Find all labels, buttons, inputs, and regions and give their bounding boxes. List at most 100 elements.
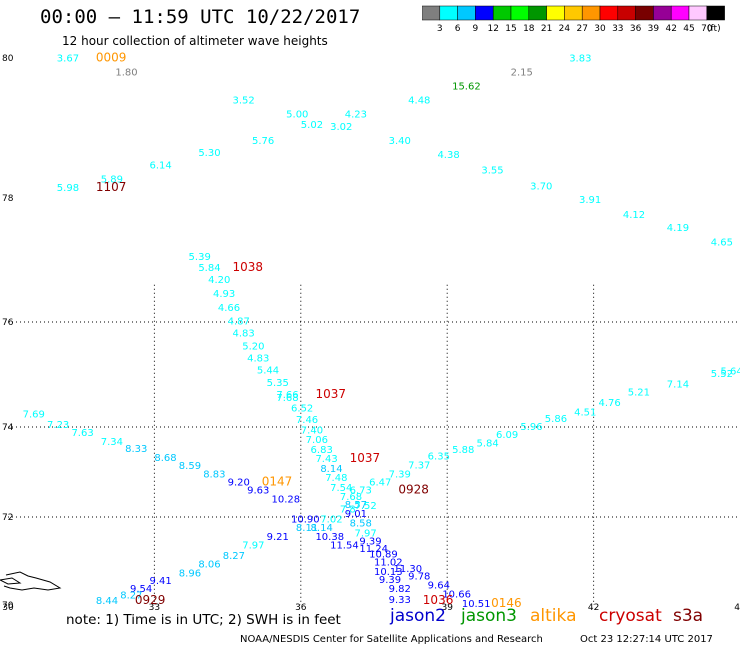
lat-tick-label: 80: [2, 54, 14, 64]
legend-swatch: [670, 5, 690, 21]
wave-height-label: 5.89: [101, 175, 123, 186]
legend-label: 9: [473, 24, 479, 34]
pass-time-label: 1036: [423, 593, 454, 607]
wave-height-label: 4.66: [218, 303, 240, 314]
wave-height-label: 6.09: [496, 430, 518, 441]
pass-time-label: 0147: [262, 475, 293, 489]
wave-height-label: 10.51: [462, 599, 491, 610]
wave-height-label: 7.8: [340, 505, 356, 516]
wave-height-label: 8.14: [320, 464, 342, 475]
legend-label: 70: [701, 24, 713, 34]
wave-height-label: 10.66: [442, 590, 471, 601]
page-subtitle: 12 hour collection of altimeter wave hei…: [62, 34, 328, 48]
wave-height-label: 4.23: [345, 110, 367, 121]
legend-swatch: [635, 5, 654, 21]
wave-height-label: 6.35: [428, 451, 450, 462]
wave-height-label: 8.06: [198, 560, 220, 571]
satellite-label-jason3: jason3: [461, 606, 517, 626]
wave-height-label: 5.98: [57, 183, 79, 194]
wave-height-label: 7.46: [296, 415, 318, 426]
wave-height-label: 4.51: [574, 407, 596, 418]
satellite-label-cryosat: cryosat: [599, 606, 662, 626]
lon-tick-label: 30: [2, 603, 14, 613]
wave-height-label: 6.83: [311, 445, 333, 456]
wave-height-label: 7.14: [667, 380, 689, 391]
wave-height-label: 7.48: [325, 473, 347, 484]
credit-text: NOAA/NESDIS Center for Satellite Applica…: [240, 634, 543, 645]
wave-height-label: 4.20: [208, 275, 230, 286]
lat-tick-label: 70: [2, 601, 14, 611]
wave-height-labels: 3.67 0009 1.80 15.62 2.15 3.83 3.52 4.48 5.00 4.2…: [23, 51, 740, 611]
wave-height-label: 4.93: [213, 289, 235, 300]
wave-height-label: 7.54: [330, 483, 352, 494]
wave-height-label: 10.13: [374, 567, 403, 578]
legend-label: 21: [541, 24, 552, 34]
wave-height-label: 10.89: [369, 549, 398, 560]
coastline-shape: [3, 571, 62, 591]
pass-time-label: 0146: [491, 596, 522, 610]
wave-height-label: 4.83: [247, 353, 269, 364]
wave-height-label: 7.06: [306, 435, 328, 446]
wave-height-label: 7.23: [47, 420, 69, 431]
wave-height-label: 4.19: [667, 223, 689, 234]
wave-height-label: 7.40: [301, 425, 323, 436]
page-title: 00:00 – 11:59 UTC 10/22/2017: [40, 6, 361, 28]
wave-height-label: 9.41: [150, 576, 172, 587]
wave-height-label: 4.12: [623, 210, 645, 221]
coastline: [0, 571, 62, 591]
legend-swatch: [492, 5, 512, 21]
legend-swatch: [599, 5, 619, 21]
legend-label: 30: [594, 24, 606, 34]
pass-time-label: 1038: [232, 260, 263, 274]
legend-unit: (ft): [707, 24, 721, 34]
legend-swatch: [528, 5, 547, 21]
wave-height-label: 8.96: [179, 568, 201, 579]
legend-swatch: [475, 5, 494, 21]
wave-height-label: 11.30: [394, 564, 423, 575]
wave-height-label: 5.52: [711, 369, 733, 380]
wave-height-label: 1.80: [115, 68, 137, 79]
wave-height-label: 8.44: [96, 596, 118, 607]
legend-label: 27: [576, 24, 587, 34]
pass-time-label: 0928: [398, 483, 429, 497]
wave-height-label: 6.14: [150, 161, 172, 172]
wave-height-label: 5.88: [452, 445, 474, 456]
wave-height-label: 9.82: [389, 584, 411, 595]
legend-label: 3: [437, 24, 443, 34]
wave-height-label: 5.00: [286, 110, 308, 121]
wave-height-label: 5.44: [257, 365, 279, 376]
legend-swatch: [510, 5, 530, 21]
legend-label: 15: [505, 24, 516, 34]
lon-tick-label: 45: [734, 603, 740, 613]
wave-height-label: 4.38: [437, 150, 459, 161]
wave-height-label: 7.97: [354, 528, 376, 539]
axis-ticks: 30 33 36 39 42 45 70 72 74 76 78 80: [2, 54, 740, 613]
legend-swatch: [439, 5, 458, 21]
wave-height-label: 8.58: [350, 519, 372, 530]
wave-height-label: 8.83: [203, 469, 225, 480]
wave-height-label: 9.21: [267, 532, 289, 543]
note-text: note: 1) Time is in UTC; 2) SWH is in fe…: [66, 612, 341, 628]
pass-time-label: 0009: [96, 51, 127, 65]
wave-height-label: 9.64: [428, 580, 450, 591]
satellite-label-altika: altika: [530, 606, 577, 626]
legend-label: 6: [455, 24, 461, 34]
legend-label: 45: [683, 24, 694, 34]
lon-tick-label: 36: [295, 603, 307, 613]
satellite-label-s3a: s3a: [673, 606, 704, 626]
wave-height-label: 9.01: [345, 509, 367, 520]
wave-height-label: 5.39: [189, 252, 211, 263]
wave-height-label: 6.52: [291, 403, 313, 414]
wave-height-label: 5.21: [628, 388, 650, 399]
lat-lon-grid: [8, 284, 740, 605]
legend-swatch: [653, 5, 672, 21]
lon-tick-label: 39: [441, 603, 453, 613]
lon-tick-label: 33: [149, 603, 160, 613]
wave-height-label: 7.68: [276, 393, 298, 404]
wave-height-label: 3.83: [569, 54, 591, 65]
legend-label: 24: [559, 24, 571, 34]
lon-tick-label: 42: [588, 603, 599, 613]
legend-label: 42: [665, 24, 676, 34]
wave-height-label: 10.28: [272, 495, 301, 506]
wave-height-label: 5.35: [267, 378, 289, 389]
